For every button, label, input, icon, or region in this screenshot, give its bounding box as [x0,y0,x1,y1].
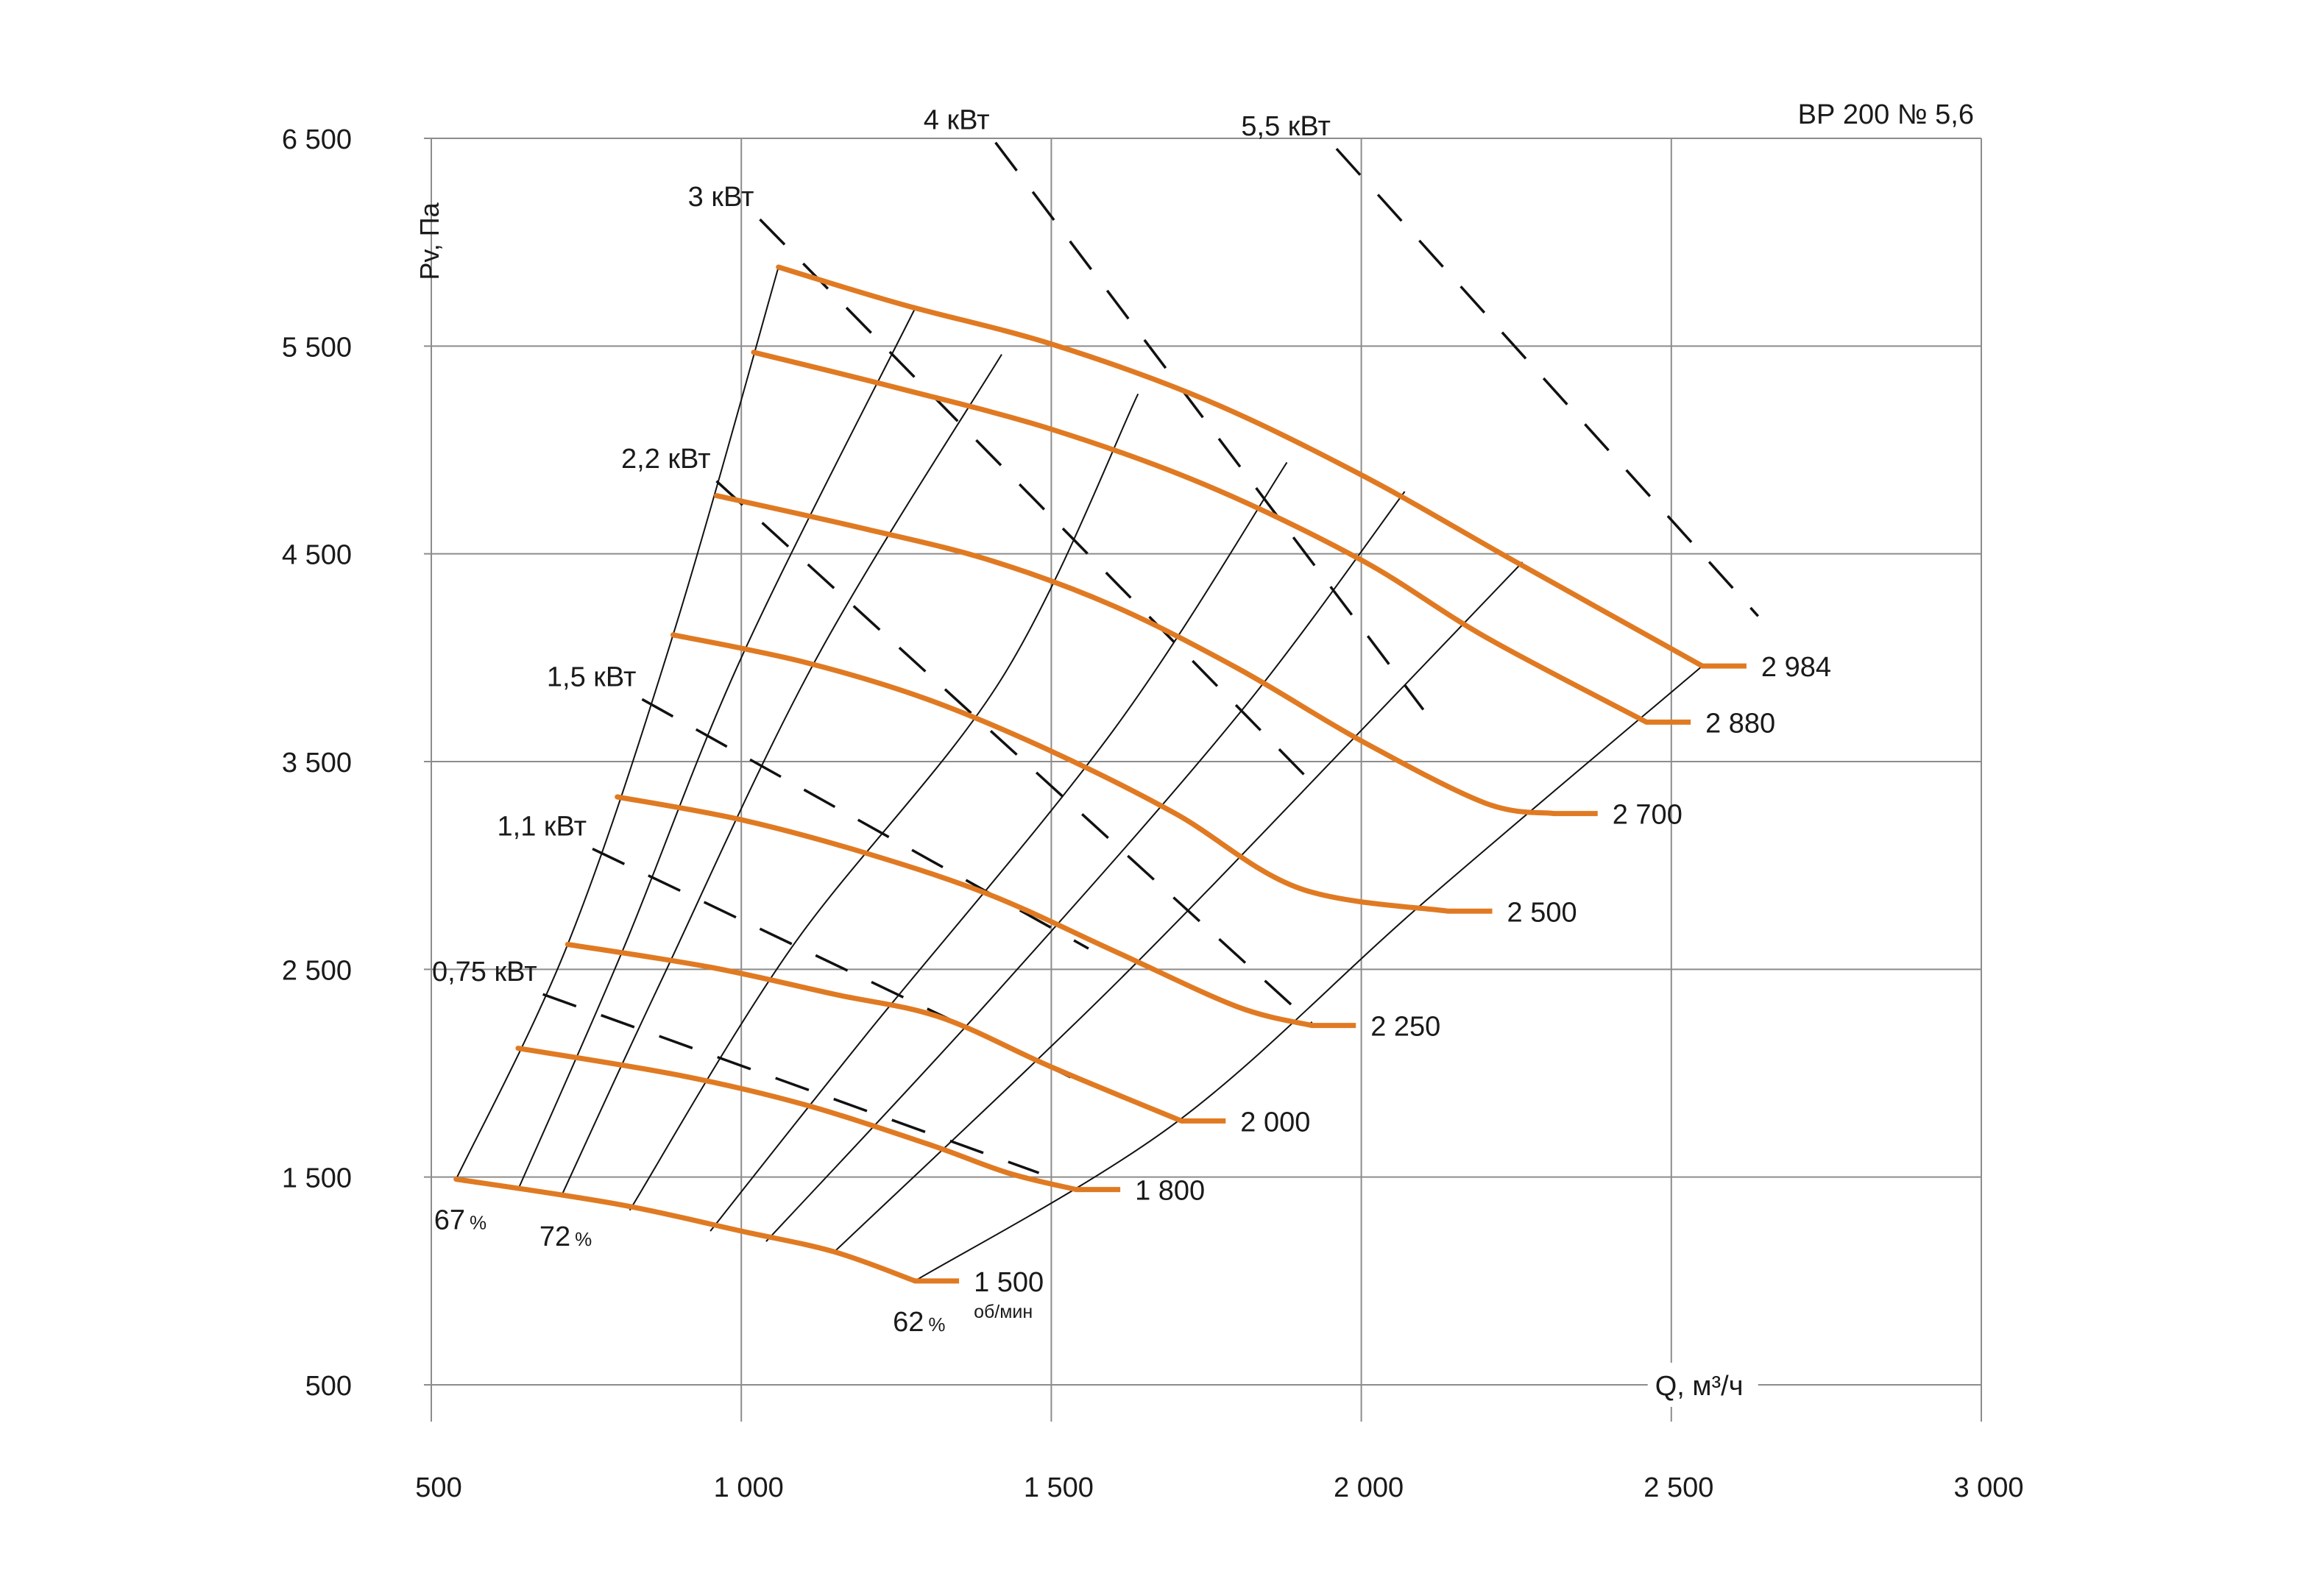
efficiency-label: 72% [539,1221,592,1252]
speed-curve [714,493,1557,817]
chart-title: ВР 200 № 5,6 [1798,99,1974,130]
speed-curves [453,264,1747,1284]
x-tick-label: 2 500 [1643,1472,1713,1503]
speed-label: 1 500 [974,1267,1044,1298]
speed-label: 2 880 [1705,708,1775,739]
speed-label: 2 700 [1613,800,1682,831]
efficiency-label: 62% [893,1307,945,1338]
power-line [1335,147,1760,617]
power-line [641,698,1089,950]
efficiency-label: 67% [434,1205,486,1235]
y-tick-label: 4 500 [282,540,352,571]
y-tick-label: 5 500 [282,332,352,363]
speed-label: 2 000 [1240,1107,1310,1138]
speed-label: 2 500 [1507,897,1577,928]
efficiency-line [765,491,1406,1242]
power-line-label: 2,2 кВт [621,444,711,475]
y-tick-label: 3 500 [282,748,352,779]
power-line-label: 0,75 кВт [432,957,537,987]
power-line [994,141,1425,711]
x-axis-label-bg [1647,1363,1758,1407]
speed-curve [515,1046,1079,1193]
x-tick-label: 1 000 [714,1472,784,1503]
y-axis-label: Pv, Па [414,202,445,280]
y-tick-label: 500 [305,1371,352,1402]
efficiency-line [629,393,1139,1211]
power-lines [542,141,1760,1174]
x-axis-label: Q, м³/ч [1655,1371,1744,1402]
efficiency-line [455,266,779,1180]
chart-labels: 500 1 500 2 500 3 500 4 500 5 500 6 500 500 1 00… [282,99,2024,1503]
power-line-label: 1,1 кВт [498,812,587,843]
efficiency-line [914,665,1703,1282]
grid-lines [424,138,1982,1422]
power-line-label: 5,5 кВт [1241,111,1331,142]
speed-curve [565,942,1184,1124]
speed-label: 2 250 [1370,1012,1440,1043]
power-line-label: 3 кВт [688,182,754,213]
speed-label: 2 984 [1761,652,1831,683]
x-tick-label: 2 000 [1334,1472,1404,1503]
speed-unit-label: об/мин [974,1302,1033,1322]
x-tick-label: 500 [415,1472,461,1503]
power-line [542,993,1040,1174]
power-line [715,480,1313,1025]
efficiency-lines [455,266,1703,1282]
speed-label: 1 800 [1135,1176,1205,1207]
efficiency-line [710,461,1288,1232]
y-tick-label: 6 500 [282,124,352,155]
efficiency-line [560,354,1002,1196]
power-line-label: 4 кВт [924,105,990,136]
x-tick-label: 1 500 [1024,1472,1094,1503]
power-line [759,218,1307,777]
y-tick-label: 1 500 [282,1163,352,1194]
speed-curve [751,350,1649,725]
speed-curve [615,794,1314,1029]
speed-curve [776,264,1705,669]
speed-curve [670,632,1451,914]
power-line-label: 1,5 кВт [547,662,637,692]
efficiency-line [517,308,916,1191]
x-tick-label: 3 000 [1953,1472,2023,1503]
speed-curve [453,1177,918,1284]
y-tick-label: 2 500 [282,955,352,986]
